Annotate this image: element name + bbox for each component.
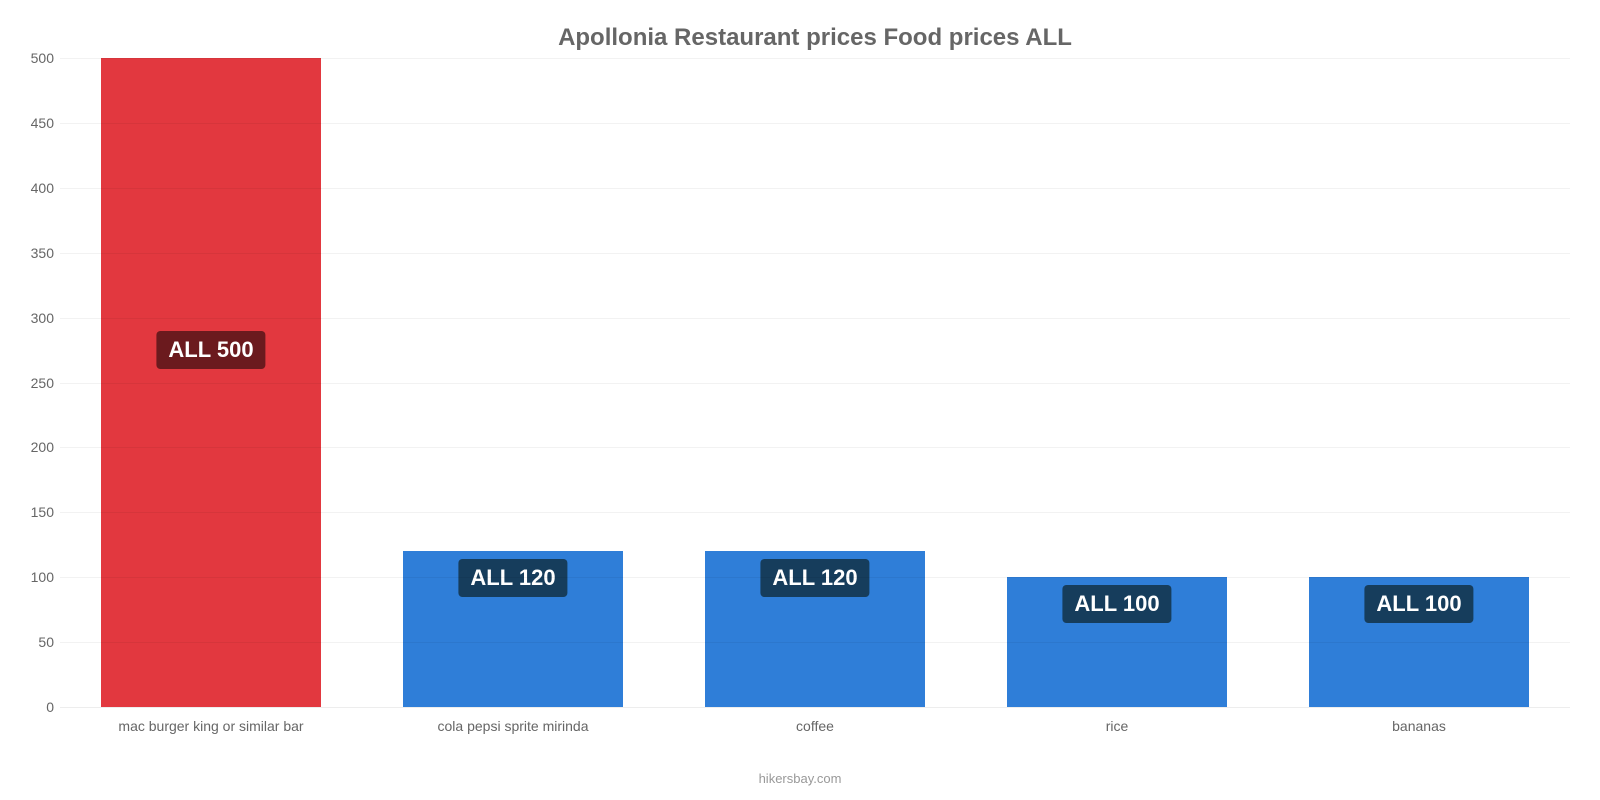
y-tick-label: 0 xyxy=(14,699,54,715)
gridline xyxy=(60,58,1570,59)
y-tick-label: 350 xyxy=(14,245,54,261)
x-tick-label: bananas xyxy=(1268,718,1570,734)
bar-value-label: ALL 500 xyxy=(156,331,265,369)
chart-title: Apollonia Restaurant prices Food prices … xyxy=(60,24,1570,52)
price-bar-chart: Apollonia Restaurant prices Food prices … xyxy=(0,0,1600,800)
y-tick-label: 300 xyxy=(14,310,54,326)
plot-area: ALL 500ALL 120ALL 120ALL 100ALL 100 0501… xyxy=(60,58,1570,708)
x-tick-label: cola pepsi sprite mirinda xyxy=(362,718,664,734)
attribution-text: hikersbay.com xyxy=(0,771,1600,786)
gridline xyxy=(60,318,1570,319)
gridline xyxy=(60,383,1570,384)
bar-value-label: ALL 100 xyxy=(1062,585,1171,623)
bar-value-label: ALL 120 xyxy=(760,559,869,597)
y-tick-label: 50 xyxy=(14,634,54,650)
gridline xyxy=(60,188,1570,189)
x-tick-label: rice xyxy=(966,718,1268,734)
y-tick-label: 500 xyxy=(14,50,54,66)
y-tick-label: 400 xyxy=(14,180,54,196)
bar: ALL 120 xyxy=(403,551,623,707)
gridline xyxy=(60,642,1570,643)
y-tick-label: 450 xyxy=(14,115,54,131)
x-axis: mac burger king or similar barcola pepsi… xyxy=(60,718,1570,734)
y-tick-label: 100 xyxy=(14,569,54,585)
bar: ALL 120 xyxy=(705,551,925,707)
x-tick-label: coffee xyxy=(664,718,966,734)
gridline xyxy=(60,253,1570,254)
gridline xyxy=(60,123,1570,124)
bar-value-label: ALL 120 xyxy=(458,559,567,597)
y-tick-label: 150 xyxy=(14,504,54,520)
y-tick-label: 250 xyxy=(14,375,54,391)
x-tick-label: mac burger king or similar bar xyxy=(60,718,362,734)
y-tick-label: 200 xyxy=(14,439,54,455)
bar-value-label: ALL 100 xyxy=(1364,585,1473,623)
gridline xyxy=(60,512,1570,513)
gridline xyxy=(60,447,1570,448)
gridline xyxy=(60,577,1570,578)
